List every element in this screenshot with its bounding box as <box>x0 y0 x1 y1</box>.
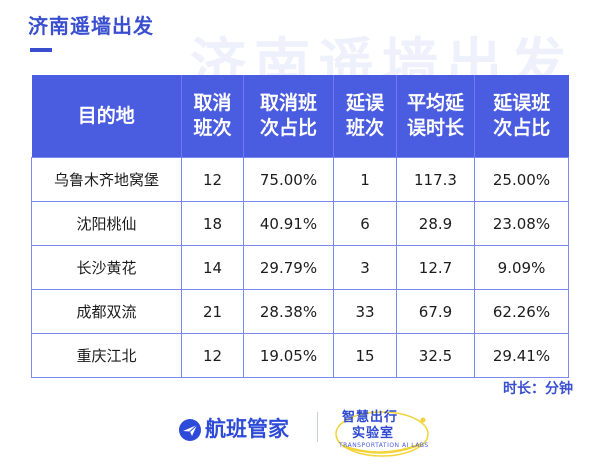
cell-destination: 沈阳桃仙 <box>31 201 182 246</box>
table-body: 乌鲁木齐地窝堡 12 75.00% 1 117.3 25.00% 沈阳桃仙 18… <box>31 157 569 378</box>
lab-name-line-1: 智慧出行 <box>342 410 399 425</box>
cell-cancellation-ratio: 19.05% <box>243 333 334 378</box>
cell-cancellation-ratio: 28.38% <box>243 289 334 334</box>
cell-cancelled-flights: 14 <box>181 245 244 290</box>
cell-cancellation-ratio: 75.00% <box>243 157 334 202</box>
cell-cancellation-ratio: 40.91% <box>243 201 334 246</box>
table-row: 沈阳桃仙 18 40.91% 6 28.9 23.08% <box>31 201 569 246</box>
brand-name: 航班管家 <box>205 417 289 441</box>
cell-delay-ratio: 9.09% <box>474 245 569 290</box>
title-underline <box>30 48 52 52</box>
header-delay-ratio-line-2: 次占比 <box>493 117 551 139</box>
cell-average-delay: 67.9 <box>396 289 475 334</box>
header-cancellation-ratio-line-1: 取消班 <box>259 92 317 114</box>
header-cancelled-flights-line-1: 取消 <box>193 92 232 114</box>
cancellation-delay-table: 目的地 取消 班次 取消班 次占比 延误 班次 平均延 误时长 延误班 次占比 <box>31 75 569 378</box>
table-header-row: 目的地 取消 班次 取消班 次占比 延误 班次 平均延 误时长 延误班 次占比 <box>31 75 569 158</box>
cell-destination: 长沙黄花 <box>31 245 182 290</box>
footer-divider <box>317 412 318 442</box>
table-row: 乌鲁木齐地窝堡 12 75.00% 1 117.3 25.00% <box>31 157 569 202</box>
header-cancelled-flights: 取消 班次 <box>181 75 244 158</box>
cell-cancellation-ratio: 29.79% <box>243 245 334 290</box>
cell-delayed-flights: 33 <box>333 289 397 334</box>
airplane-logo-icon <box>179 419 201 441</box>
lab-emblem-icon <box>335 411 429 457</box>
cell-delay-ratio: 29.41% <box>474 333 569 378</box>
lab-english-name: TRANSPORTATION AI LABS <box>339 442 429 449</box>
cell-cancelled-flights: 21 <box>181 289 244 334</box>
header-average-delay: 平均延 误时长 <box>396 75 475 158</box>
cell-delay-ratio: 62.26% <box>474 289 569 334</box>
header-delayed-flights-line-1: 延误 <box>345 92 384 114</box>
cell-delay-ratio: 23.08% <box>474 201 569 246</box>
table-row: 重庆江北 12 19.05% 15 32.5 29.41% <box>31 333 569 378</box>
header-destination: 目的地 <box>31 75 182 158</box>
cell-average-delay: 28.9 <box>396 201 475 246</box>
header-cancelled-flights-line-2: 班次 <box>193 117 232 139</box>
unit-note: 时长：分钟 <box>503 381 573 397</box>
header-destination-line-1: 目的地 <box>77 104 135 127</box>
table-row: 成都双流 21 28.38% 33 67.9 62.26% <box>31 289 569 334</box>
cell-destination: 重庆江北 <box>31 333 182 378</box>
table-row: 长沙黄花 14 29.79% 3 12.7 9.09% <box>31 245 569 290</box>
cell-average-delay: 12.7 <box>396 245 475 290</box>
cell-delay-ratio: 25.00% <box>474 157 569 202</box>
cell-delayed-flights: 3 <box>333 245 397 290</box>
header-delayed-flights: 延误 班次 <box>333 75 397 158</box>
cell-average-delay: 32.5 <box>396 333 475 378</box>
footer: 航班管家 智慧出行 实验室 TRANSPORTATION AI LABS <box>0 398 600 468</box>
header-average-delay-line-1: 平均延 <box>406 92 464 114</box>
cell-delayed-flights: 1 <box>333 157 397 202</box>
page-title: 济南遥墙出发 <box>28 14 154 38</box>
cell-average-delay: 117.3 <box>396 157 475 202</box>
cell-destination: 乌鲁木齐地窝堡 <box>31 157 182 202</box>
cell-delayed-flights: 15 <box>333 333 397 378</box>
cell-delayed-flights: 6 <box>333 201 397 246</box>
header-delay-ratio-line-1: 延误班 <box>493 92 551 114</box>
lab-name-line-2: 实验室 <box>352 426 395 441</box>
header-average-delay-line-2: 误时长 <box>406 117 464 139</box>
header-cancellation-ratio: 取消班 次占比 <box>243 75 334 158</box>
cell-destination: 成都双流 <box>31 289 182 334</box>
header-delay-ratio: 延误班 次占比 <box>474 75 569 158</box>
header-delayed-flights-line-2: 班次 <box>345 117 384 139</box>
cell-cancelled-flights: 18 <box>181 201 244 246</box>
table-header: 目的地 取消 班次 取消班 次占比 延误 班次 平均延 误时长 延误班 次占比 <box>31 75 569 158</box>
cell-cancelled-flights: 12 <box>181 333 244 378</box>
header-cancellation-ratio-line-2: 次占比 <box>259 117 317 139</box>
cell-cancelled-flights: 12 <box>181 157 244 202</box>
